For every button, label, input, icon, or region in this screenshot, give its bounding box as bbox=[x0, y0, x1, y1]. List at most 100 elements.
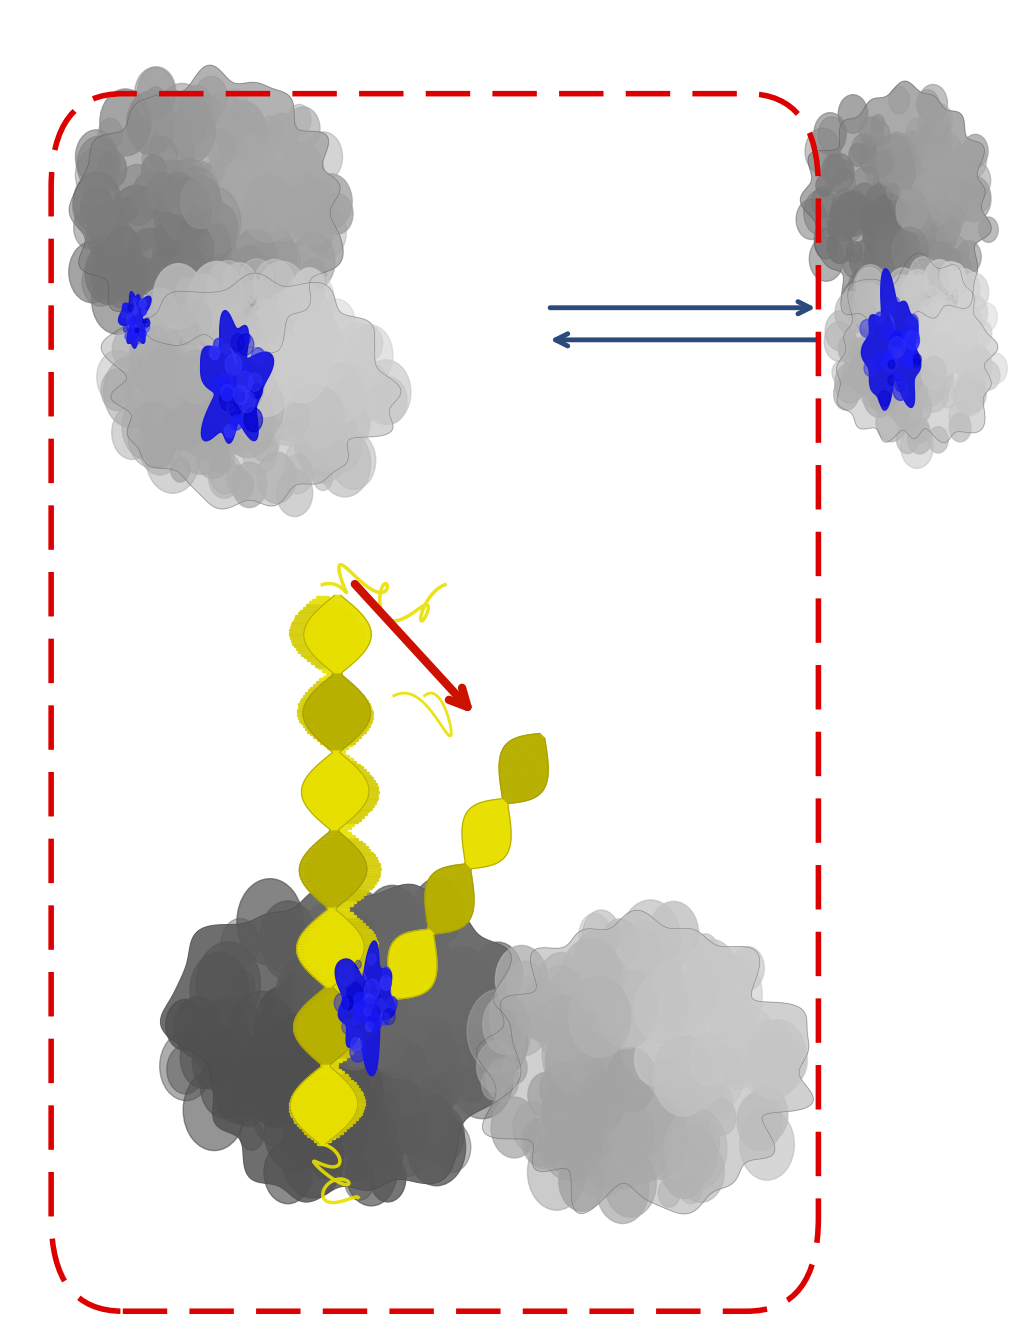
Circle shape bbox=[279, 143, 324, 201]
Circle shape bbox=[153, 264, 204, 329]
Circle shape bbox=[137, 67, 176, 118]
Polygon shape bbox=[392, 942, 434, 983]
Circle shape bbox=[621, 1041, 670, 1105]
Polygon shape bbox=[389, 949, 430, 990]
Circle shape bbox=[882, 339, 909, 375]
Polygon shape bbox=[388, 966, 417, 997]
Circle shape bbox=[175, 300, 231, 373]
Circle shape bbox=[211, 277, 257, 337]
Circle shape bbox=[294, 268, 325, 309]
Circle shape bbox=[927, 195, 957, 234]
Circle shape bbox=[371, 998, 386, 1018]
Circle shape bbox=[878, 209, 895, 231]
Circle shape bbox=[882, 372, 893, 387]
Circle shape bbox=[139, 333, 144, 339]
Circle shape bbox=[316, 1072, 363, 1133]
Circle shape bbox=[179, 388, 234, 459]
Circle shape bbox=[233, 389, 262, 427]
Circle shape bbox=[663, 1141, 706, 1199]
Circle shape bbox=[248, 373, 262, 391]
Polygon shape bbox=[317, 819, 352, 822]
Circle shape bbox=[635, 950, 683, 1013]
Circle shape bbox=[327, 941, 371, 998]
Circle shape bbox=[362, 1001, 424, 1081]
Circle shape bbox=[190, 953, 249, 1029]
Circle shape bbox=[896, 284, 922, 317]
Circle shape bbox=[905, 269, 930, 302]
Circle shape bbox=[894, 347, 919, 377]
Circle shape bbox=[855, 293, 889, 337]
Circle shape bbox=[891, 199, 914, 230]
Circle shape bbox=[860, 149, 879, 174]
Circle shape bbox=[286, 1070, 340, 1140]
Polygon shape bbox=[503, 745, 545, 787]
Circle shape bbox=[909, 417, 930, 443]
Circle shape bbox=[882, 321, 897, 340]
Circle shape bbox=[971, 186, 990, 211]
Polygon shape bbox=[312, 653, 363, 656]
Circle shape bbox=[207, 159, 227, 186]
Circle shape bbox=[933, 380, 945, 397]
Circle shape bbox=[889, 367, 917, 403]
Circle shape bbox=[458, 1068, 486, 1103]
Circle shape bbox=[144, 427, 175, 468]
Circle shape bbox=[209, 325, 235, 361]
Circle shape bbox=[209, 458, 240, 498]
Polygon shape bbox=[464, 816, 506, 858]
Circle shape bbox=[413, 1113, 454, 1167]
Polygon shape bbox=[322, 835, 346, 838]
Circle shape bbox=[909, 257, 937, 293]
Circle shape bbox=[257, 452, 297, 503]
Circle shape bbox=[346, 325, 393, 385]
Polygon shape bbox=[294, 1028, 361, 1032]
Circle shape bbox=[180, 213, 213, 256]
Polygon shape bbox=[443, 867, 474, 898]
Circle shape bbox=[626, 933, 670, 991]
Circle shape bbox=[890, 332, 902, 348]
Circle shape bbox=[835, 363, 865, 403]
Circle shape bbox=[222, 348, 269, 409]
Polygon shape bbox=[322, 985, 336, 987]
Circle shape bbox=[902, 280, 922, 305]
Polygon shape bbox=[800, 82, 991, 322]
Circle shape bbox=[279, 951, 343, 1034]
Circle shape bbox=[324, 931, 375, 999]
Circle shape bbox=[244, 166, 286, 221]
Circle shape bbox=[395, 1005, 427, 1046]
Polygon shape bbox=[291, 1097, 357, 1100]
Circle shape bbox=[186, 227, 238, 297]
Circle shape bbox=[336, 1112, 360, 1143]
Circle shape bbox=[708, 1017, 754, 1077]
Circle shape bbox=[173, 359, 228, 429]
Circle shape bbox=[370, 1155, 406, 1202]
Circle shape bbox=[269, 981, 324, 1052]
Circle shape bbox=[139, 419, 181, 475]
Polygon shape bbox=[201, 310, 273, 443]
Circle shape bbox=[894, 333, 921, 368]
Circle shape bbox=[814, 112, 846, 155]
Polygon shape bbox=[502, 795, 510, 803]
Polygon shape bbox=[452, 866, 473, 886]
Circle shape bbox=[267, 112, 298, 153]
Circle shape bbox=[285, 950, 345, 1029]
Circle shape bbox=[894, 163, 919, 195]
Circle shape bbox=[624, 973, 654, 1013]
Circle shape bbox=[252, 348, 265, 365]
Circle shape bbox=[811, 186, 836, 218]
Circle shape bbox=[868, 371, 900, 413]
Circle shape bbox=[336, 987, 393, 1062]
Circle shape bbox=[221, 88, 249, 126]
Circle shape bbox=[656, 1108, 679, 1137]
Circle shape bbox=[878, 217, 898, 245]
Circle shape bbox=[381, 1014, 434, 1085]
Polygon shape bbox=[428, 880, 470, 922]
Circle shape bbox=[872, 115, 885, 132]
Circle shape bbox=[269, 1038, 306, 1086]
Circle shape bbox=[881, 185, 897, 206]
Polygon shape bbox=[310, 973, 349, 975]
Circle shape bbox=[170, 393, 210, 446]
Circle shape bbox=[338, 404, 370, 446]
Circle shape bbox=[383, 1009, 395, 1025]
Circle shape bbox=[333, 1002, 358, 1034]
Circle shape bbox=[262, 1024, 315, 1093]
